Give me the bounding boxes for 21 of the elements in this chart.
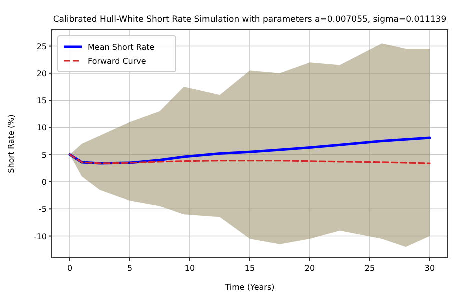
y-tick-label: 10 — [36, 124, 47, 133]
line-series — [69, 154, 431, 164]
y-tick-label: 25 — [36, 42, 47, 52]
y-tick-label: 15 — [36, 96, 47, 106]
x-tick-label: 30 — [424, 264, 436, 273]
x-tick-label: 10 — [184, 264, 196, 273]
x-tick-label: 25 — [364, 264, 376, 273]
y-tick-label: 0 — [42, 178, 47, 187]
y-axis-title: Short Rate (%) — [7, 114, 16, 174]
x-tick-label: 20 — [304, 264, 316, 273]
x-axis-title: Time (Years) — [224, 283, 275, 292]
x-tick-label: 15 — [244, 264, 256, 273]
y-tick-label: 20 — [36, 69, 47, 78]
x-tick-label: 5 — [127, 264, 133, 273]
legend-label: Mean Short Rate — [88, 43, 155, 52]
legend-label: Forward Curve — [88, 57, 146, 66]
y-tick-label: 5 — [42, 150, 47, 160]
y-tick-label: -5 — [39, 205, 47, 214]
y-tick-label: -10 — [34, 232, 47, 242]
x-tick-label: 0 — [67, 264, 73, 273]
chart-title: Calibrated Hull-White Short Rate Simulation with parameters a=0.007055, sigma=0.011139 — [53, 15, 447, 25]
